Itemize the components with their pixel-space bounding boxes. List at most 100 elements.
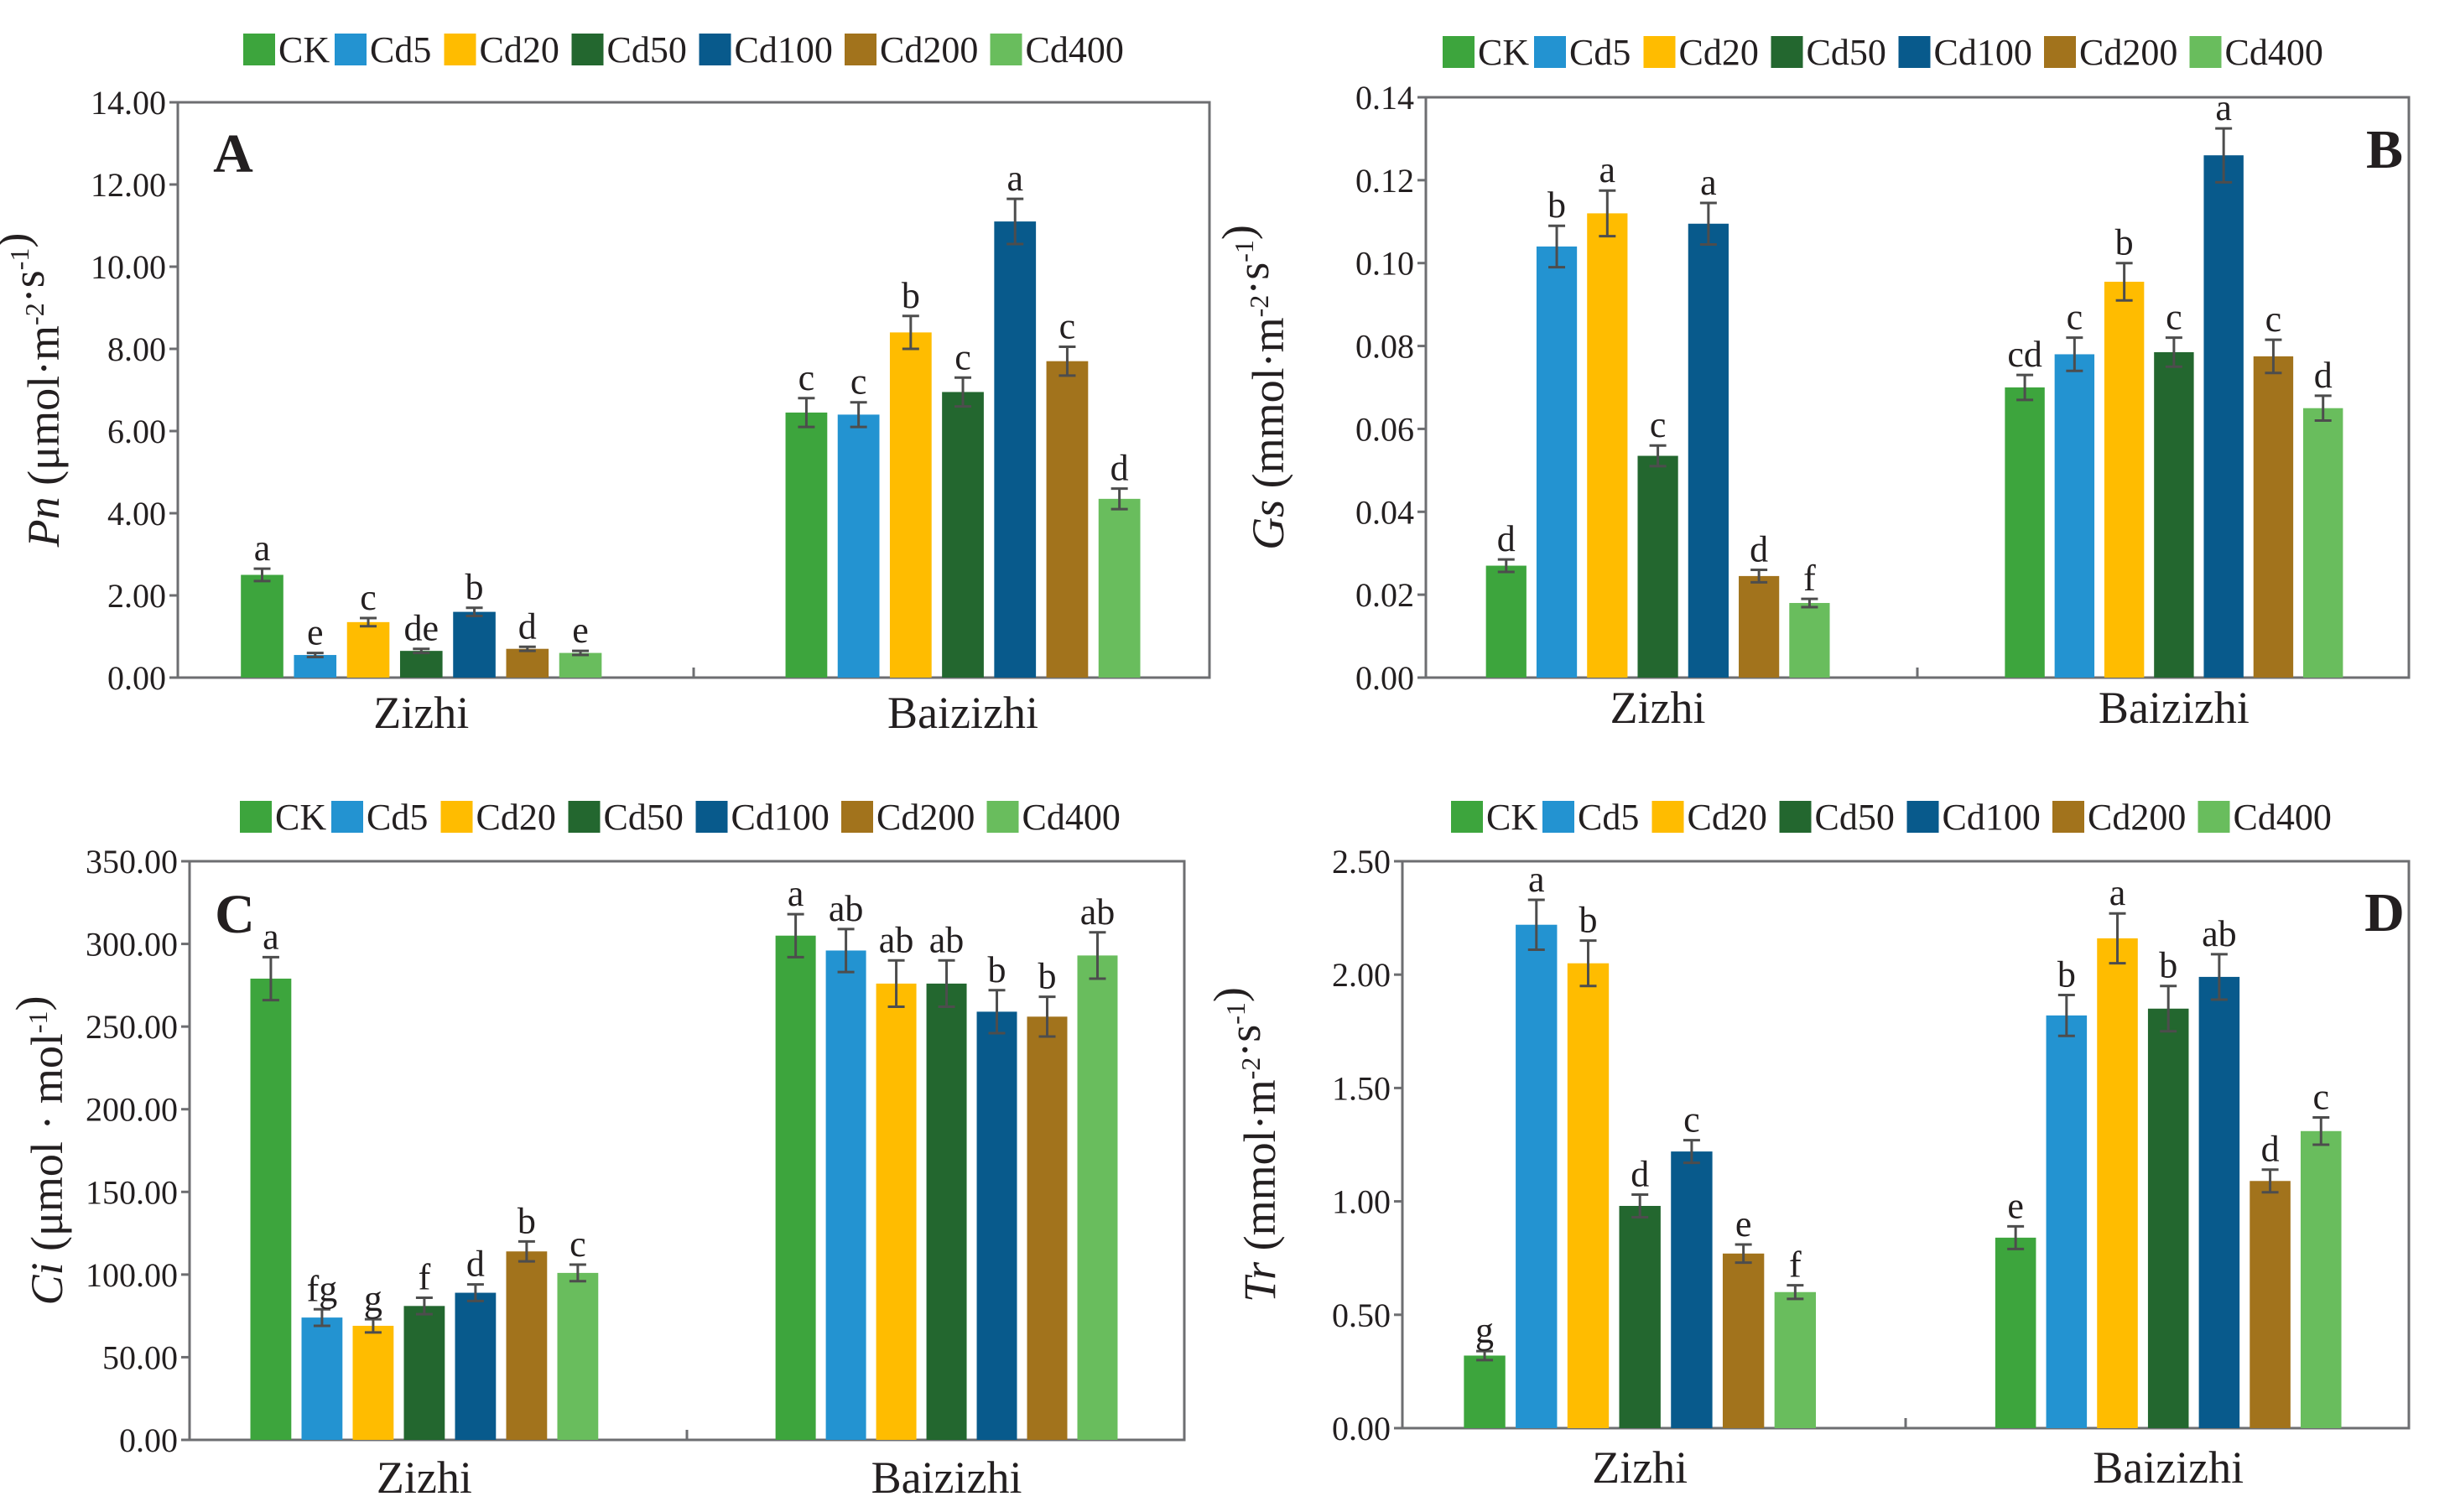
bar-zizhi-cd50 [403, 1306, 445, 1440]
legend-label: Cd200 [2079, 32, 2177, 73]
significance-letter: c [360, 577, 377, 618]
legend-item-cd5: Cd5 [1534, 32, 1631, 73]
legend-swatch-cd400 [990, 34, 1022, 65]
significance-letter: c [1059, 306, 1076, 347]
bar-baizizhi-cd50 [2154, 351, 2194, 678]
bar-zizhi-cd20 [352, 1325, 394, 1440]
legend-label: Cd200 [2088, 797, 2186, 838]
bar-baizizhi-ck [1995, 1237, 2036, 1428]
legend-swatch-ck [1451, 801, 1483, 833]
bar-baizizhi-cd100 [2203, 155, 2244, 678]
bar-zizhi-ck [1464, 1355, 1506, 1428]
y-tick-label: 0.14 [1355, 79, 1414, 117]
legend-swatch-cd5 [1542, 801, 1574, 833]
bar-zizhi-cd200 [1722, 1253, 1765, 1428]
significance-letter: de [404, 608, 440, 649]
bar-baizizhi-cd200 [1027, 1016, 1068, 1440]
significance-letter: a [1599, 149, 1616, 190]
bar-baizizhi-cd5 [2054, 354, 2095, 678]
bar-baizizhi-cd5 [2046, 1015, 2088, 1428]
legend-swatch-cd400 [2189, 36, 2222, 68]
y-tick-label: 12.00 [91, 166, 166, 204]
bar-zizhi-cd20 [346, 621, 390, 678]
significance-letter: cd [2007, 334, 2042, 375]
y-axis-unit: (mmol·m [1235, 1079, 1285, 1250]
bar-baizizhi-cd200 [2250, 1181, 2291, 1428]
y-tick-label: 0.00 [107, 659, 166, 697]
y-axis-unit: (μmol·m [18, 325, 69, 486]
y-axis-unit-exponent: -2 [1244, 295, 1274, 318]
legend-swatch-cd50 [568, 801, 601, 833]
legend-label: Cd50 [604, 797, 684, 838]
y-axis-unit-exponent: -1 [23, 1011, 53, 1033]
significance-letter: fg [307, 1268, 338, 1309]
bar-zizhi-cd400 [559, 652, 602, 678]
legend-item-ck: CK [1443, 32, 1529, 73]
bar-zizhi-cd20 [1587, 213, 1628, 678]
legend-swatch-cd20 [444, 34, 476, 65]
bar-zizhi-ck [241, 574, 283, 678]
y-tick-label: 0.02 [1355, 576, 1414, 614]
significance-letter: ab [1080, 891, 1116, 933]
legend-swatch-cd20 [440, 801, 473, 833]
legend-swatch-cd400 [2198, 801, 2230, 833]
y-tick-label: 300.00 [86, 926, 178, 964]
y-axis-unit: ·s [1228, 262, 1278, 295]
bar-baizizhi-cd20 [2097, 938, 2138, 1428]
legend: CK Cd5 Cd20 Cd50 Cd100 Cd200 Cd400 [1443, 32, 2323, 73]
legend-item-cd5: Cd5 [1542, 797, 1639, 838]
significance-letter: g [1475, 1310, 1494, 1351]
bar-zizhi-cd5 [1516, 924, 1558, 1428]
bar-zizhi-cd400 [557, 1272, 599, 1440]
y-tick-label: 0.00 [1355, 659, 1414, 697]
y-axis-title: Pn (μmol·m-2·s-1) [0, 233, 69, 548]
bar-baizizhi-ck [785, 412, 828, 678]
bar-baizizhi-cd200 [1046, 361, 1089, 678]
bar-baizizhi-cd20 [876, 983, 917, 1440]
legend-item-cd50: Cd50 [571, 29, 687, 70]
y-tick-label: 2.00 [1332, 956, 1391, 994]
significance-letter: f [1803, 558, 1816, 599]
y-tick-label: 150.00 [86, 1173, 178, 1211]
legend-swatch-cd20 [1651, 801, 1684, 833]
significance-letter: c [954, 336, 971, 377]
legend-item-cd20: Cd20 [1643, 32, 1759, 73]
bar-zizhi-cd200 [506, 1251, 548, 1440]
legend-swatch-cd50 [1771, 36, 1803, 68]
y-axis-unit-exponent: -1 [4, 248, 34, 271]
y-tick-label: 2.00 [107, 577, 166, 615]
panel-C: CK Cd5 Cd20 Cd50 Cd100 Cd200 Cd400 0.00 50.00 100… [7, 797, 1186, 1503]
bar-baizizhi-cd100 [994, 221, 1037, 678]
legend-label: CK [1478, 32, 1529, 73]
x-category-label-zizhi: Zizhi [1610, 683, 1706, 733]
bar-baizizhi-ck [775, 935, 816, 1440]
y-tick-label: 2.50 [1332, 843, 1391, 881]
bar-baizizhi-cd400 [1077, 955, 1118, 1440]
significance-letter: a [1006, 158, 1023, 199]
y-tick-label: 8.00 [107, 330, 166, 368]
legend-item-ck: CK [240, 797, 326, 838]
y-tick-label: 250.00 [86, 1008, 178, 1046]
x-category-label-zizhi: Zizhi [377, 1452, 472, 1503]
legend-label: Cd400 [2225, 32, 2323, 73]
significance-letter: c [2166, 297, 2182, 338]
legend-label: Cd50 [1807, 32, 1886, 73]
legend-label: Cd50 [1815, 797, 1895, 838]
legend-swatch-ck [1443, 36, 1475, 68]
significance-letter: a [1700, 162, 1717, 203]
legend-swatch-cd50 [1779, 801, 1812, 833]
significance-letter: c [798, 357, 815, 398]
significance-letter: ab [929, 919, 965, 960]
significance-letter: d [518, 605, 537, 647]
y-tick-label: 0.10 [1355, 245, 1414, 283]
y-axis-unit: (mmol·m [1243, 317, 1293, 488]
legend-swatch-cd200 [845, 34, 876, 65]
legend-label: Cd100 [731, 797, 830, 838]
legend-label: Cd5 [367, 797, 428, 838]
bar-zizhi-cd5 [1536, 246, 1578, 678]
significance-letter: b [1579, 900, 1597, 941]
legend-item-cd100: Cd100 [699, 29, 833, 70]
y-tick-label: 0.08 [1355, 328, 1414, 366]
bar-zizhi-ck [1485, 565, 1527, 678]
